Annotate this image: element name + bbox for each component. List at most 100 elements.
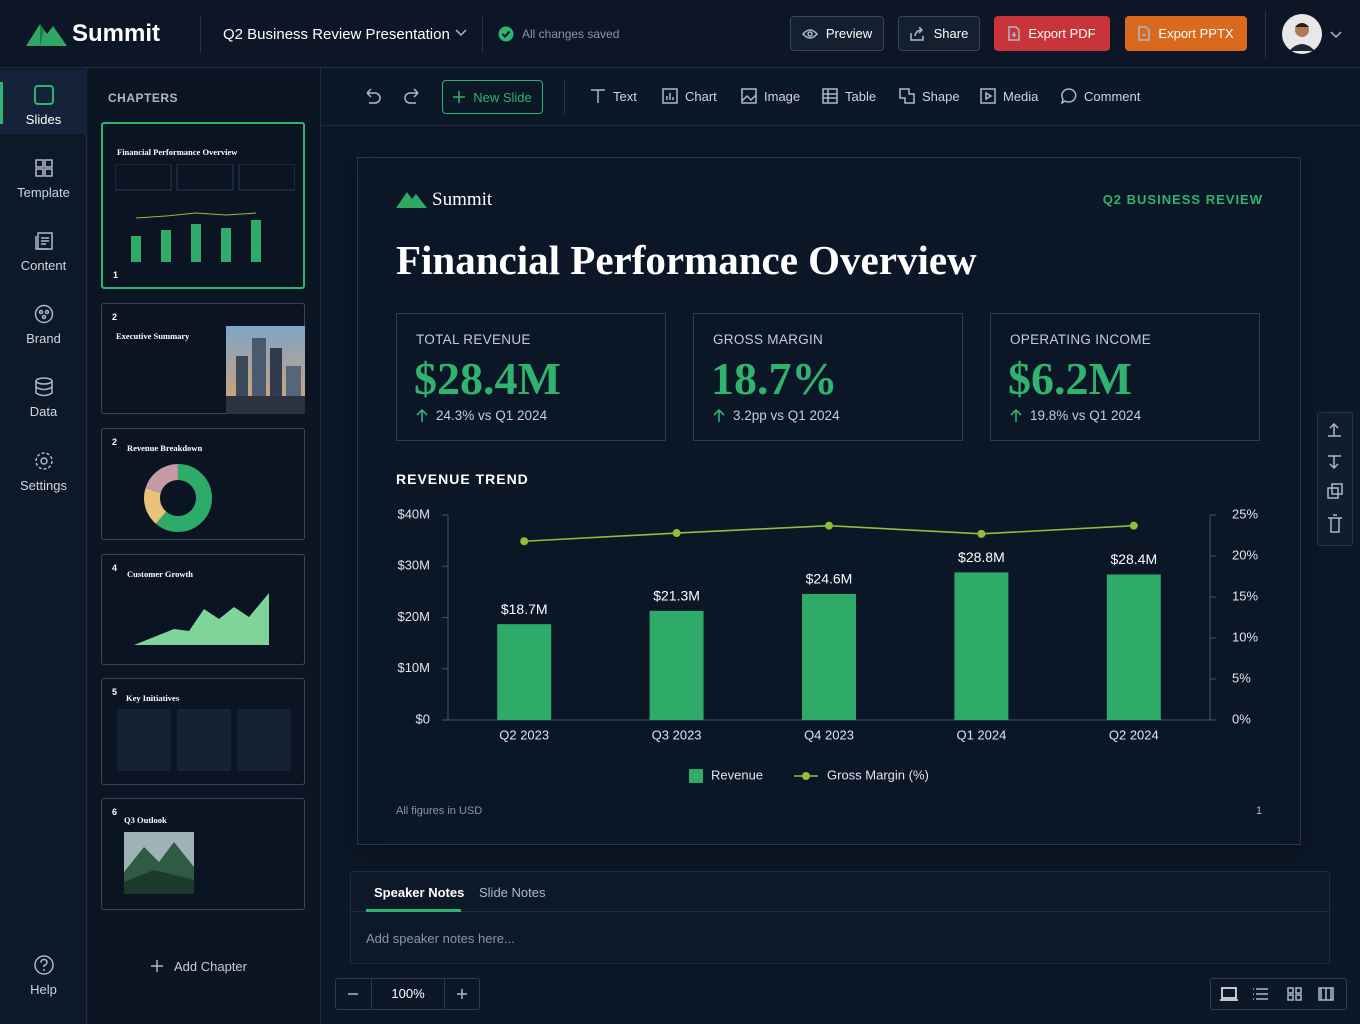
button-label[interactable]: Share xyxy=(933,26,969,41)
document-title[interactable]: Q2 Business Review Presentation xyxy=(223,25,450,43)
undo-redo[interactable] xyxy=(364,88,422,106)
chapter-thumbnail[interactable]: 1 Financial Performance Overview xyxy=(101,122,305,289)
tool-label[interactable]: Table xyxy=(845,88,877,104)
brand: Summit xyxy=(72,20,161,47)
bar xyxy=(954,572,1009,720)
tool-icon xyxy=(822,88,838,104)
chapter-number: 2 xyxy=(112,437,118,447)
view-switcher xyxy=(1210,978,1347,1010)
kpi-change-text: 24.3% vs Q1 2024 xyxy=(436,408,548,423)
content-icon[interactable] xyxy=(35,232,53,250)
nav-item[interactable]: Settings xyxy=(20,478,67,493)
nav-item[interactable]: Brand xyxy=(26,331,61,346)
bar xyxy=(497,624,552,720)
chevron[interactable] xyxy=(455,28,467,38)
tool[interactable]: Image xyxy=(741,88,800,104)
logo-icon xyxy=(26,24,67,46)
zoom-in[interactable] xyxy=(456,988,468,1000)
decor xyxy=(38,309,44,315)
brand-icon[interactable] xyxy=(34,304,54,324)
decor xyxy=(1328,455,1341,470)
decor xyxy=(899,88,915,104)
tool-label[interactable]: Image xyxy=(764,88,801,104)
new-slide-button[interactable]: New Slide xyxy=(442,80,543,114)
avatar[interactable] xyxy=(1281,13,1347,55)
share-button[interactable]: Share xyxy=(898,16,980,51)
preview-button[interactable]: Preview xyxy=(790,16,884,51)
tool-icon xyxy=(662,88,678,104)
plus-icon xyxy=(151,960,163,972)
slides-icon[interactable] xyxy=(34,85,54,105)
x-tick-label: Q2 2024 xyxy=(1109,727,1159,742)
nav-active-bar xyxy=(0,82,3,124)
decor xyxy=(44,168,53,177)
button-label[interactable]: Export PDF xyxy=(1028,26,1096,41)
tool[interactable]: Media xyxy=(980,88,1038,104)
zoom-level[interactable]: 100% xyxy=(391,986,425,1001)
button-label[interactable]: Preview xyxy=(825,26,873,41)
decor xyxy=(40,457,48,465)
tool-label[interactable]: Chart xyxy=(685,88,717,104)
decor xyxy=(115,164,172,191)
tool-label[interactable]: Comment xyxy=(1084,88,1141,104)
notes-tab[interactable]: Speaker Notes xyxy=(374,885,465,900)
decor xyxy=(801,28,818,39)
value-label: $24.6M xyxy=(806,571,853,587)
nav-item[interactable]: Slides xyxy=(25,112,62,127)
slide-actions xyxy=(1317,412,1353,546)
decor xyxy=(807,30,813,37)
kpi-change: 24.3% vs Q1 2024 xyxy=(416,408,547,423)
tool-label[interactable]: Media xyxy=(1003,88,1039,104)
settings-icon[interactable] xyxy=(34,451,54,471)
notes-input[interactable]: Add speaker notes here... xyxy=(366,931,515,946)
tool-label[interactable]: Text xyxy=(613,88,637,104)
line-point xyxy=(1129,521,1138,530)
chapter-thumbnail[interactable]: 4 Customer Growth xyxy=(101,554,305,665)
decor xyxy=(416,409,428,422)
chapter-thumbnail[interactable]: 2 Executive Summary xyxy=(101,303,305,414)
tool[interactable]: Table xyxy=(822,88,876,104)
decor xyxy=(980,88,996,104)
export-pptx-button[interactable]: Export PPTX xyxy=(1125,16,1247,51)
nav-item[interactable]: Help xyxy=(30,982,57,997)
thumbnail-decor xyxy=(115,164,295,262)
decor xyxy=(404,88,419,104)
add-chapter-label[interactable]: Add Chapter xyxy=(174,958,247,974)
tool[interactable]: Text xyxy=(590,88,637,104)
file-icon xyxy=(1138,26,1151,41)
template-icon[interactable] xyxy=(35,159,53,177)
data-icon[interactable] xyxy=(35,377,53,397)
zoom-out[interactable] xyxy=(347,988,359,1000)
eye-icon xyxy=(801,28,818,39)
button-label[interactable]: Export PPTX xyxy=(1158,26,1234,41)
nav-item[interactable]: Content xyxy=(20,258,67,273)
notes-tab[interactable]: Slide Notes xyxy=(479,885,546,900)
export-pdf-button[interactable]: Export PDF xyxy=(994,16,1110,51)
legend-marker xyxy=(802,772,810,780)
nav-item[interactable]: Data xyxy=(29,404,58,419)
add-chapter[interactable]: Add Chapter xyxy=(150,956,247,976)
help-icon[interactable] xyxy=(34,955,54,975)
tool-label[interactable]: Shape xyxy=(922,88,960,104)
decor xyxy=(1331,483,1343,495)
tool-icon xyxy=(980,88,996,104)
decor xyxy=(40,958,48,967)
view-icons[interactable] xyxy=(1218,985,1342,1003)
line-point xyxy=(672,529,681,538)
chapter-thumbnail[interactable]: 5 Key Initiatives xyxy=(101,678,305,785)
nav-rail xyxy=(0,68,87,1024)
chapter-thumbnail[interactable]: 6 Q3 Outlook xyxy=(101,798,305,910)
decor xyxy=(191,224,201,262)
tool[interactable]: Chart xyxy=(662,88,717,104)
decor xyxy=(1287,994,1294,1001)
x-tick-label: Q2 2023 xyxy=(499,727,549,742)
tool[interactable]: Comment xyxy=(1061,88,1140,104)
button-label[interactable]: New Slide xyxy=(473,89,532,105)
decor xyxy=(35,236,49,250)
slide-action-icons[interactable] xyxy=(1326,422,1344,536)
chapter-thumbnail[interactable]: 2 Revenue Breakdown xyxy=(101,428,305,540)
nav-item[interactable]: Template xyxy=(17,185,70,200)
decor xyxy=(144,464,212,532)
tool[interactable]: Shape xyxy=(899,88,960,104)
chapter-title: Key Initiatives xyxy=(126,693,180,703)
